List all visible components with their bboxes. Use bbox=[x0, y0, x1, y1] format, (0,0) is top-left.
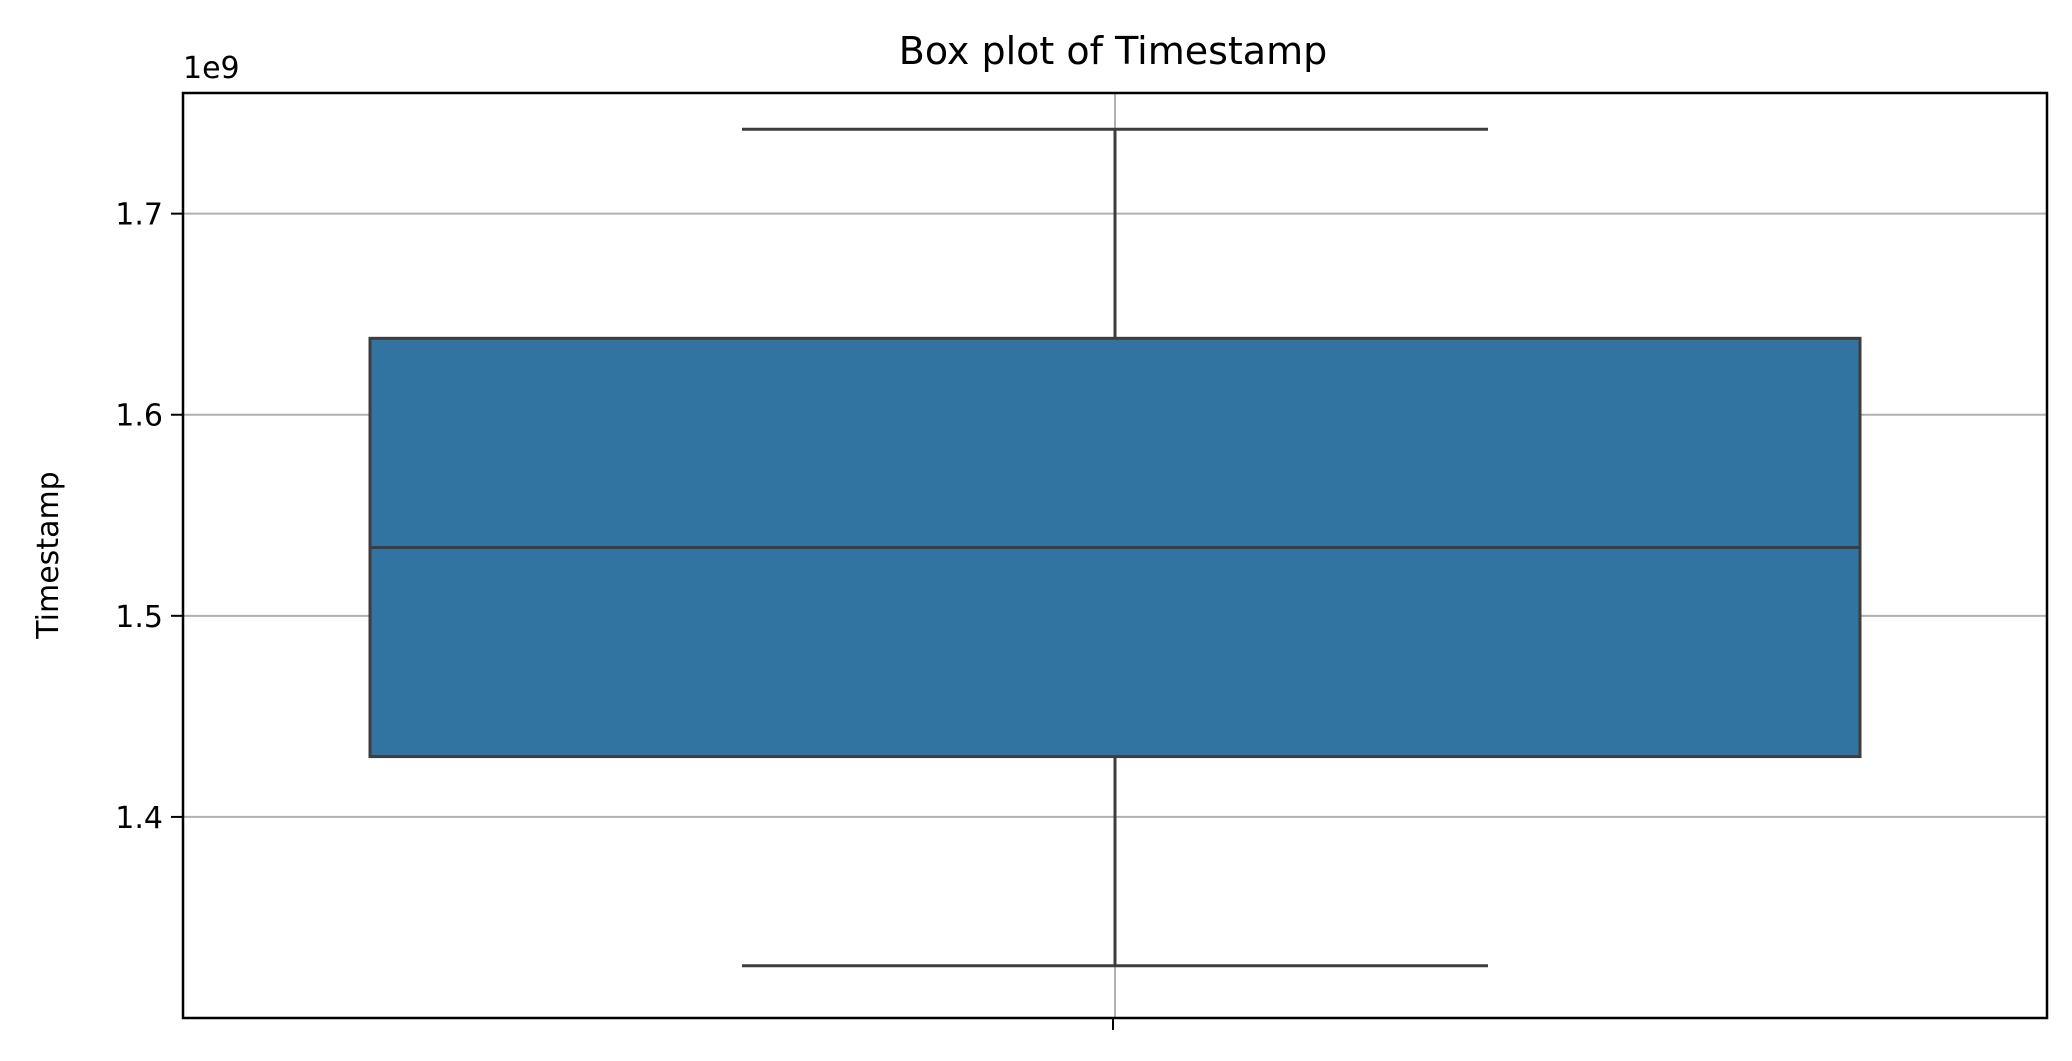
y-axis-ticks: 1.4 1.5 1.6 1.7 bbox=[115, 198, 183, 836]
y-tick-label: 1.5 bbox=[115, 600, 163, 635]
y-offset-label: 1e9 bbox=[183, 51, 240, 86]
y-tick-label: 1.4 bbox=[115, 801, 163, 836]
y-axis-label: Timestamp bbox=[31, 471, 66, 639]
y-tick-label: 1.6 bbox=[115, 399, 163, 434]
plot-frame bbox=[181, 91, 2049, 1020]
chart-title: Box plot of Timestamp bbox=[899, 29, 1327, 73]
y-tick-label: 1.7 bbox=[115, 198, 163, 233]
box-plot bbox=[368, 127, 1862, 968]
